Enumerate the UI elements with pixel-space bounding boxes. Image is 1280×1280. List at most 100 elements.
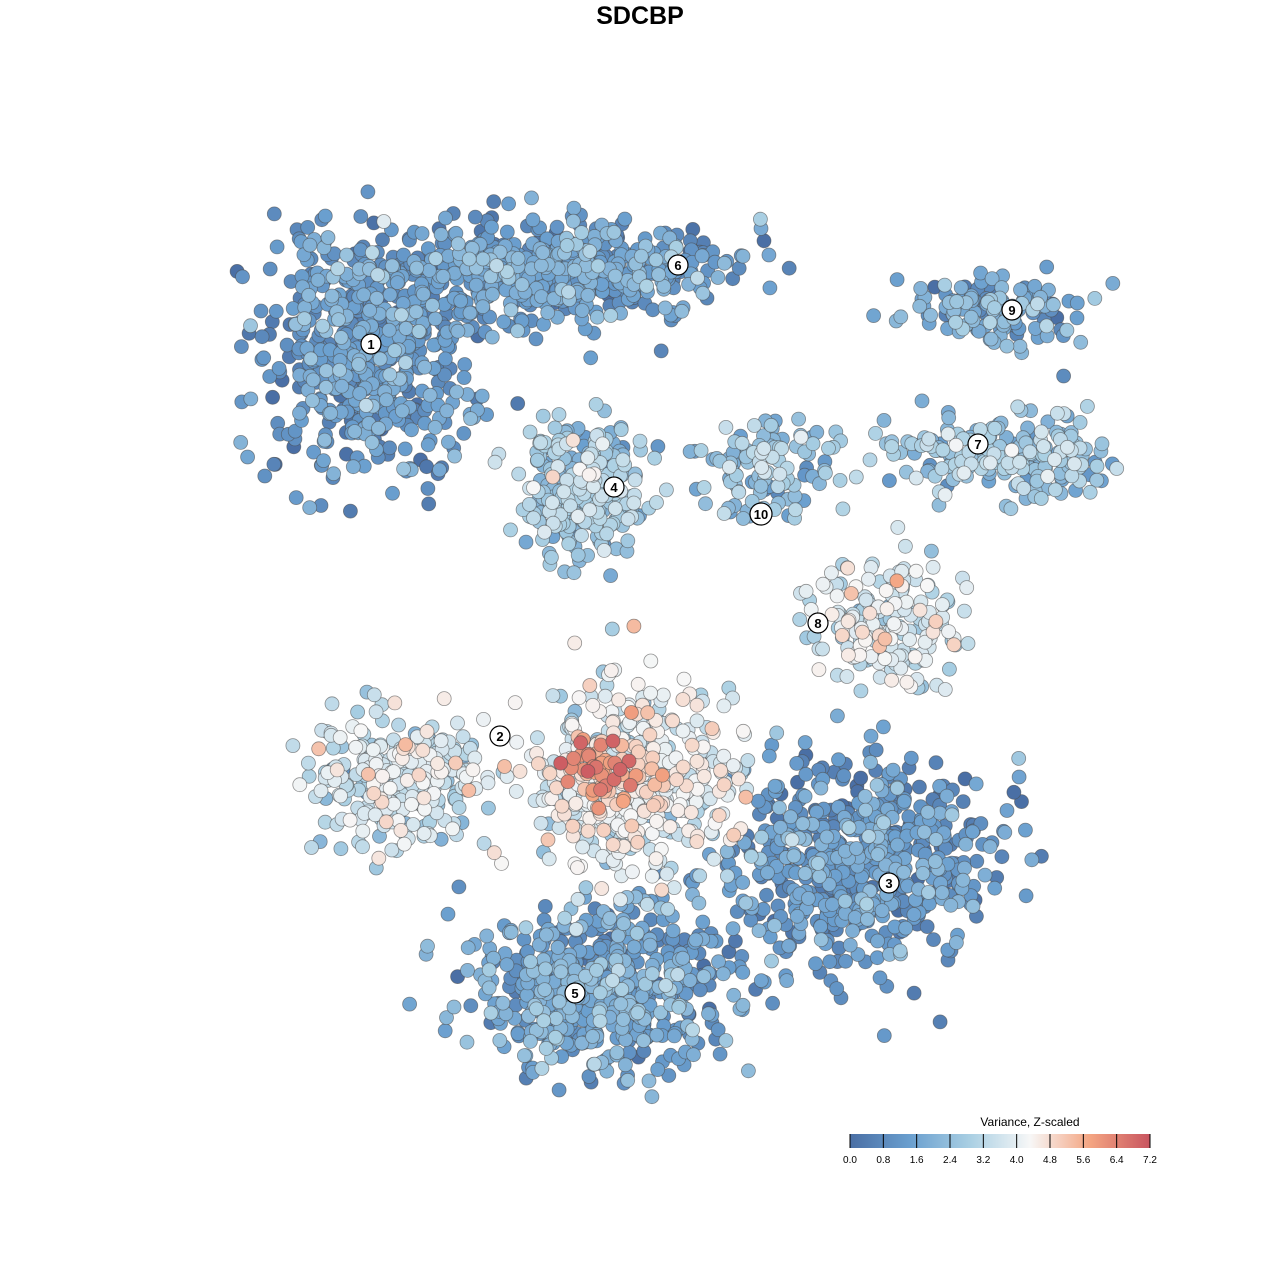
cell-point xyxy=(607,268,623,284)
cell-point xyxy=(404,797,419,812)
cell-point xyxy=(839,669,855,684)
cell-point xyxy=(982,314,998,330)
cell-point xyxy=(1013,282,1028,298)
cell-point xyxy=(585,698,601,713)
cluster-label-text: 3 xyxy=(885,876,892,891)
cell-point xyxy=(879,601,895,617)
cell-point xyxy=(574,225,589,241)
cell-point xyxy=(581,467,597,483)
cell-point xyxy=(960,636,976,651)
cell-point xyxy=(655,767,670,783)
cell-point xyxy=(355,823,371,839)
cell-point xyxy=(675,759,691,775)
cell-point xyxy=(450,715,465,731)
cell-point xyxy=(630,834,646,850)
cell-point xyxy=(695,914,711,930)
cell-point xyxy=(670,967,686,982)
cell-point xyxy=(815,641,830,657)
cell-point xyxy=(889,780,905,796)
cell-point xyxy=(772,800,787,816)
cell-point xyxy=(487,454,503,470)
cell-point xyxy=(334,378,350,394)
cell-point xyxy=(811,662,827,677)
cell-point xyxy=(753,973,769,988)
cell-point xyxy=(692,868,708,884)
cell-point xyxy=(819,829,835,845)
cell-point xyxy=(364,435,380,450)
cell-point xyxy=(317,208,333,224)
cell-point xyxy=(1105,275,1121,291)
legend-tick-label: 3.2 xyxy=(976,1155,990,1166)
cell-point xyxy=(620,511,636,527)
cell-point xyxy=(716,698,732,714)
cell-point xyxy=(884,672,899,688)
cell-point xyxy=(955,872,971,888)
cell-point xyxy=(798,766,814,782)
cell-point xyxy=(535,408,551,424)
cell-point xyxy=(548,1029,563,1045)
cell-point xyxy=(512,764,528,779)
cell-point xyxy=(935,442,951,458)
cell-point xyxy=(360,766,376,782)
cell-point xyxy=(633,248,649,264)
cell-point xyxy=(912,779,927,795)
cell-point xyxy=(439,403,455,419)
cell-point xyxy=(987,420,1003,436)
cell-point xyxy=(326,466,342,482)
cell-point xyxy=(420,938,435,954)
cell-point xyxy=(376,214,392,229)
cell-point xyxy=(551,407,567,422)
cell-point xyxy=(430,756,446,771)
cell-point xyxy=(570,891,586,907)
cluster-label-2: 2 xyxy=(489,725,511,747)
cell-point xyxy=(461,783,477,798)
cell-point xyxy=(885,762,901,778)
cell-point xyxy=(590,258,606,274)
cell-point xyxy=(877,631,893,647)
cell-point xyxy=(662,819,678,835)
cell-point xyxy=(1064,468,1080,484)
cell-point xyxy=(253,303,269,319)
cell-point xyxy=(1060,439,1075,455)
cell-point xyxy=(551,994,567,1010)
cell-point xyxy=(305,372,321,388)
cell-point xyxy=(642,937,658,953)
cell-point xyxy=(858,592,874,608)
cell-point xyxy=(574,528,589,543)
cell-point xyxy=(1073,334,1089,350)
cell-point xyxy=(689,697,705,713)
cell-point xyxy=(704,721,720,736)
cell-point xyxy=(693,443,709,458)
cell-point xyxy=(765,995,780,1011)
cell-point xyxy=(717,255,732,271)
cell-point xyxy=(450,236,466,252)
cell-point xyxy=(351,356,367,372)
cell-point xyxy=(625,864,640,880)
legend-tick-label: 4.8 xyxy=(1043,1155,1057,1166)
cell-point xyxy=(963,309,979,325)
cell-point xyxy=(462,305,478,321)
cell-point xyxy=(932,1014,948,1030)
cell-point xyxy=(421,496,437,512)
cell-point xyxy=(636,1033,651,1048)
cell-point xyxy=(722,459,737,475)
cell-point xyxy=(475,299,491,315)
legend-title: Variance, Z-scaled xyxy=(980,1115,1080,1129)
cluster-label-7: 7 xyxy=(967,433,989,455)
cell-point xyxy=(841,647,856,663)
cluster-label-8: 8 xyxy=(807,612,829,634)
chart-title: SDCBP xyxy=(596,2,684,30)
cell-point xyxy=(257,468,273,484)
cell-point xyxy=(544,550,559,565)
cell-point xyxy=(556,484,572,500)
cell-point xyxy=(688,932,704,948)
cell-point xyxy=(837,893,853,909)
cell-point xyxy=(571,690,587,706)
cell-point xyxy=(789,756,805,771)
cell-point xyxy=(545,495,560,511)
cell-point xyxy=(1006,784,1022,800)
cell-point xyxy=(756,441,772,456)
cell-point xyxy=(254,329,270,345)
cluster-label-9: 9 xyxy=(1001,299,1023,321)
cell-point xyxy=(1048,482,1063,498)
